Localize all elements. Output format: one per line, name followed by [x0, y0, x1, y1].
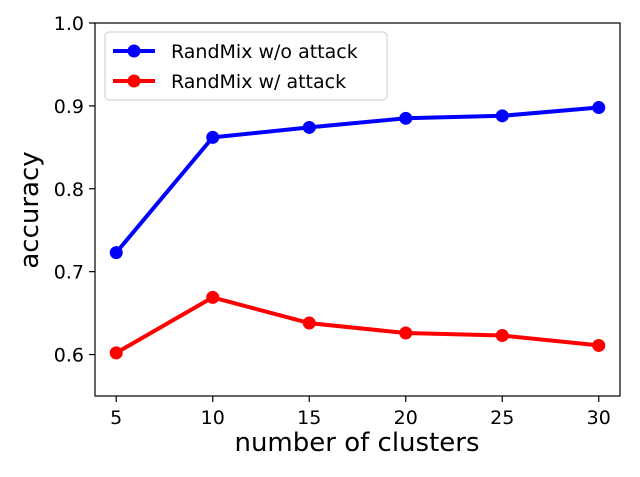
data-point [206, 290, 220, 304]
y-tick-label: 0.8 [54, 179, 84, 201]
x-tick-label: 30 [587, 407, 611, 429]
data-point [592, 338, 606, 352]
x-tick-label: 25 [490, 407, 514, 429]
data-point [302, 120, 316, 134]
y-tick-label: 1.0 [54, 13, 84, 35]
legend-box [104, 31, 388, 101]
x-tick-label: 10 [201, 407, 225, 429]
y-tick-label: 0.9 [54, 96, 84, 118]
y-axis-label: accuracy [15, 151, 45, 268]
plot-layer [109, 101, 606, 360]
legend-label: RandMix w/o attack [171, 41, 358, 63]
x-tick-label: 5 [110, 407, 122, 429]
data-point [495, 109, 509, 123]
x-axis-label: number of clusters [234, 428, 479, 458]
y-tick-label: 0.6 [54, 345, 84, 367]
data-point [302, 316, 316, 330]
series-line-1 [114, 105, 601, 255]
y-tick-label: 0.7 [54, 262, 84, 284]
axes-layer: 5 10 15 20 25 30 0.6 0.7 0.8 0.9 1.0 [54, 13, 621, 429]
legend-label: RandMix w/ attack [171, 71, 346, 93]
legend-marker [127, 44, 141, 58]
plot-frame [94, 22, 621, 397]
data-point [592, 101, 606, 115]
data-point [109, 346, 123, 360]
x-tick-label: 15 [297, 407, 321, 429]
data-point [109, 246, 123, 260]
series-line-2 [114, 295, 601, 355]
data-point [399, 111, 413, 125]
legend: RandMix w/o attack RandMix w/ attack [104, 31, 388, 101]
data-point [495, 328, 509, 342]
x-tick-label: 20 [394, 407, 418, 429]
data-point [399, 326, 413, 340]
legend-marker [127, 74, 141, 88]
data-point [206, 130, 220, 144]
